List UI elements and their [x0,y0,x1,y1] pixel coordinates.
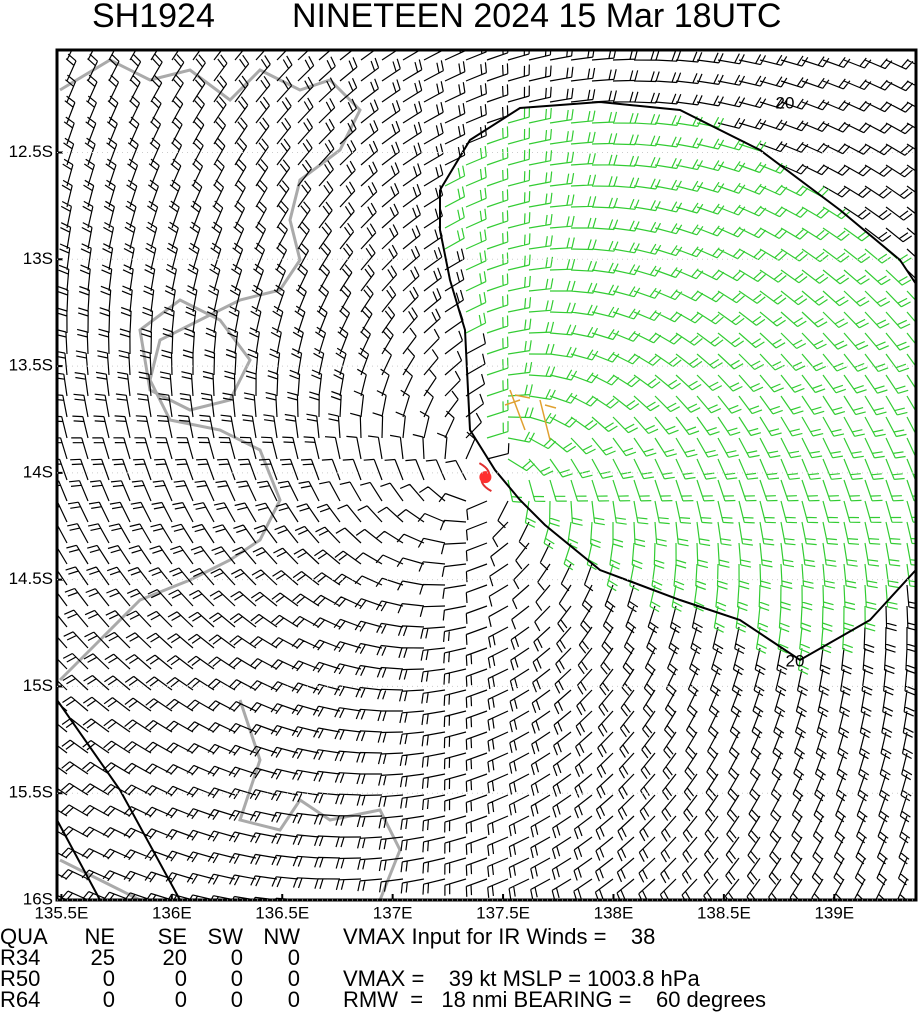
lat-label: 15.5S [9,783,53,802]
lat-label: 12.5S [9,142,53,161]
table-cell: NE [84,924,115,949]
row-label: R64 [0,987,40,1012]
map-area [57,50,916,900]
barbs-orange [504,389,557,441]
lat-label: 14S [23,462,53,481]
table-cell: SW [208,924,244,949]
table-cell: 25 [91,945,115,970]
table-cell: 0 [288,966,300,991]
lon-label: 137.5E [476,903,530,922]
title: NINETEEN 2024 15 Mar 18UTC [292,0,781,35]
table-cell: SE [158,924,187,949]
lon-label: 136E [152,903,192,922]
table-cell: 0 [175,987,187,1012]
row-label: R50 [0,966,40,991]
lon-label: 138.5E [697,903,751,922]
table-cell: 0 [175,966,187,991]
lon-label: 139E [814,903,854,922]
coast-dark [57,699,181,900]
contour-label: 20 [786,651,805,670]
lon-label: 135.5E [34,903,88,922]
lat-label: 13S [23,249,53,268]
storm-center [479,471,492,484]
frame [55,48,918,902]
table-cell: 0 [103,987,115,1012]
lon-label: 136.5E [255,903,309,922]
info-line: VMAX = 39 kt MSLP = 1003.8 hPa [343,966,700,991]
table-cell: 0 [231,966,243,991]
lat-label: 13.5S [9,356,53,375]
table-cell: 0 [103,966,115,991]
storm-id: SH1924 [92,0,215,35]
info-line: VMAX Input for IR Winds = 38 [343,924,655,949]
table-cell: 0 [231,987,243,1012]
lat-label: 14.5S [9,569,53,588]
lon-label: 137E [373,903,413,922]
wind-contour [439,100,916,662]
table-cell: 20 [163,945,187,970]
row-label: R34 [0,945,40,970]
row-label: QUA [0,924,48,949]
lat-label: 15S [23,676,53,695]
table-cell: 0 [231,945,243,970]
barbs-green [444,106,916,675]
lon-label: 138E [594,903,634,922]
info-line: RMW = 18 nmi BEARING = 60 degrees [343,987,766,1012]
lat-label: 16S [23,889,53,908]
contour-label: 20 [776,93,795,112]
table-cell: 0 [288,945,300,970]
table-cell: NW [263,924,300,949]
table-cell: 0 [288,987,300,1012]
